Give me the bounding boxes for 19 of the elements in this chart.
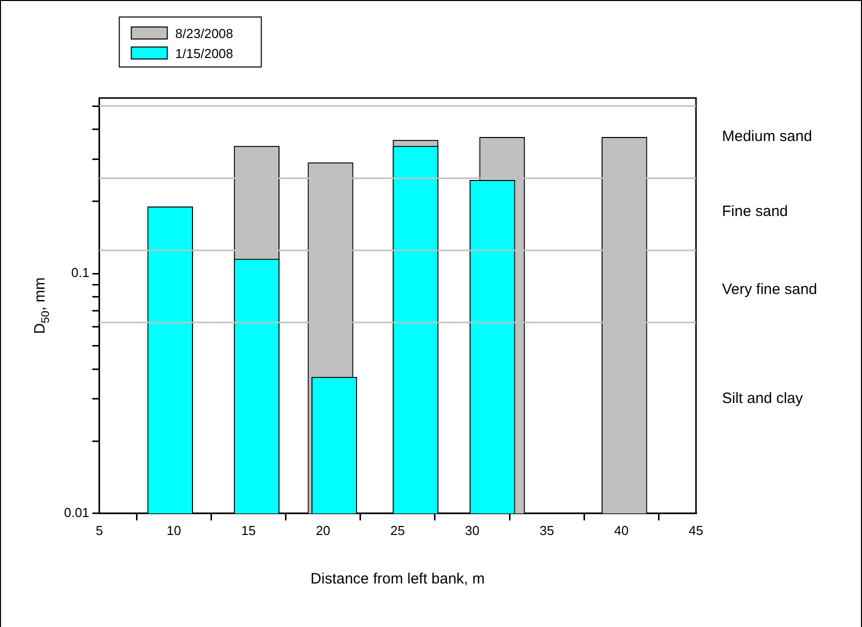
legend-label: 8/23/2008 (175, 26, 234, 41)
x-axis-title: Distance from left bank, m (310, 570, 485, 588)
x-tick-label: 35 (540, 522, 554, 538)
text: Silt and clay (722, 390, 804, 408)
x-tick-label: 30 (465, 522, 480, 538)
x-tick-label: 5 (96, 522, 103, 538)
legend-label: 1/15/2008 (175, 46, 234, 61)
x-tick-label: 40 (614, 522, 629, 538)
x-tick-label: 25 (390, 522, 405, 538)
y-tick-label: 0.1 (71, 265, 90, 280)
x-tick-label: 45 (688, 522, 704, 538)
y-axis-title: D50, mm (31, 277, 52, 334)
y-tick-label: 0.01 (64, 504, 90, 520)
text: Fine sand (722, 203, 788, 220)
x-tick-label: 20 (316, 522, 330, 538)
text: Very fine sand (722, 281, 818, 298)
text: Medium sand (722, 128, 812, 146)
x-tick-label: 10 (166, 522, 182, 538)
x-tick-label: 15 (241, 522, 256, 538)
